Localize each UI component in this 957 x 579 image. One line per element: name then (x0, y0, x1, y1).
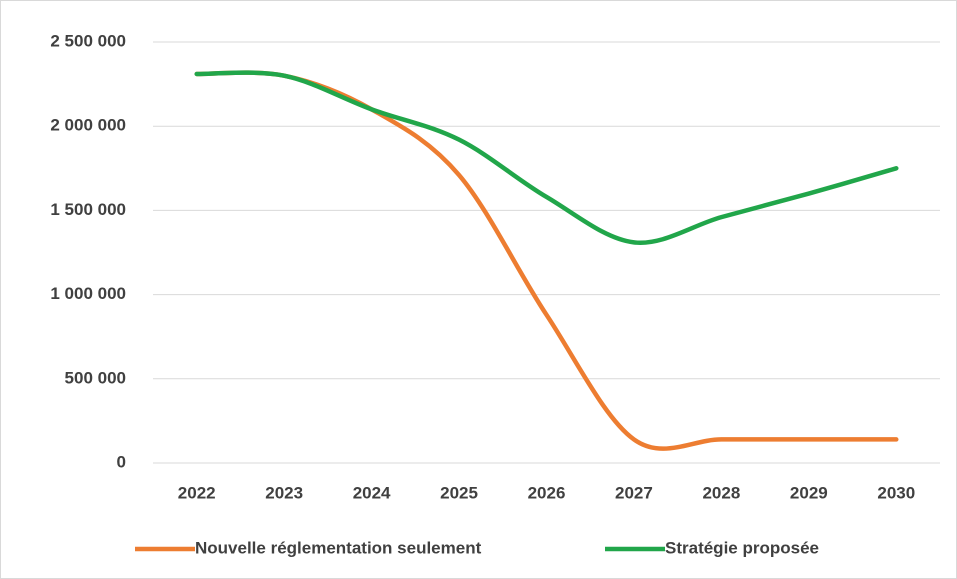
x-tick-label: 2030 (877, 483, 915, 502)
y-tick-label: 1 000 000 (50, 284, 126, 303)
x-tick-label: 2029 (790, 483, 828, 502)
x-tick-label: 2026 (528, 483, 566, 502)
x-tick-label: 2028 (702, 483, 740, 502)
y-tick-label: 1 500 000 (50, 200, 126, 219)
y-tick-label: 500 000 (65, 368, 126, 387)
x-tick-label: 2023 (265, 483, 303, 502)
y-tick-label: 2 500 000 (50, 31, 126, 50)
x-tick-label: 2025 (440, 483, 478, 502)
x-tick-label: 2024 (353, 483, 391, 502)
x-tick-label: 2027 (615, 483, 653, 502)
legend-label: Stratégie proposée (665, 538, 819, 557)
line (194, 70, 899, 245)
y-tick-label: 2 000 000 (50, 116, 126, 135)
y-tick-label: 0 (117, 452, 126, 471)
legend-label: Nouvelle réglementation seulement (195, 538, 482, 557)
x-tick-label: 2022 (178, 483, 216, 502)
